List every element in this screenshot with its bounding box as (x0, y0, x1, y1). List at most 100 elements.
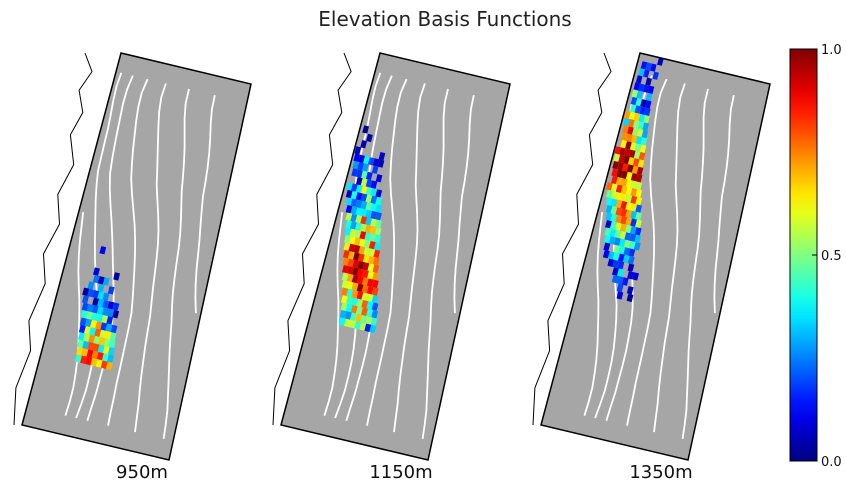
heatmap-cell (362, 269, 369, 279)
heatmap-cell (355, 199, 363, 209)
heatmap-cell (371, 302, 379, 311)
heatmap-cell (635, 174, 643, 183)
heatmap-cell (345, 303, 353, 313)
heatmap-cell (615, 199, 623, 209)
heatmap-cell (375, 219, 382, 228)
heatmap-cell (365, 194, 373, 203)
heatmap-cell (373, 242, 381, 251)
heatmap-cell (360, 140, 367, 149)
heatmap-cell (643, 69, 650, 78)
heatmap-cell (97, 291, 105, 300)
heatmap-cell (344, 227, 352, 236)
heatmap-cell (361, 307, 368, 316)
heatmap-cell (607, 251, 615, 260)
heatmap-cell (80, 355, 88, 364)
heatmap-cell (602, 250, 610, 259)
heatmap-cell (360, 200, 368, 210)
heatmap-cell (360, 208, 368, 217)
heatmap-cell (361, 300, 369, 309)
heatmap-cell (375, 189, 383, 198)
heatmap-cell (647, 85, 655, 94)
heatmap-cell (90, 319, 97, 329)
contour-line (345, 75, 393, 422)
heatmap-cell (353, 237, 361, 246)
heatmap-cell (620, 216, 628, 225)
heatmap-cell (109, 332, 117, 341)
heatmap-cell (614, 146, 622, 155)
heatmap-cell (621, 132, 628, 141)
heatmap-cell (360, 193, 368, 202)
heatmap-cell (604, 235, 611, 244)
heatmap-cell (617, 253, 625, 262)
heatmap-cell (78, 332, 85, 341)
heatmap-cell (79, 317, 87, 326)
heatmap-cell (375, 196, 383, 206)
heatmap-cell (619, 223, 627, 232)
heatmap-cell (357, 261, 365, 270)
heatmap-cell (369, 324, 377, 334)
heatmap-cell (612, 259, 620, 269)
heatmap-cell (610, 183, 618, 192)
heatmap-cell (626, 164, 634, 173)
heatmap-cell (77, 339, 84, 349)
heatmap-cell (91, 305, 99, 314)
heatmap-cell (102, 353, 109, 362)
heatmap-cell (628, 111, 636, 120)
heatmap-cell (628, 241, 636, 250)
heatmap-cell (617, 268, 624, 277)
heatmap-cell (630, 218, 637, 227)
heatmap-cell (357, 253, 365, 262)
heatmap-cell (615, 192, 623, 201)
heatmap-cell (633, 150, 641, 160)
heatmap-cell (605, 212, 613, 221)
glacier-outline (272, 52, 352, 426)
heatmap-cell (107, 308, 114, 318)
heatmap-cell (616, 291, 624, 300)
heatmap-cell (634, 227, 642, 236)
heatmap-cell (91, 312, 98, 321)
heatmap-cell (346, 182, 353, 191)
heatmap-cell (639, 106, 646, 115)
heatmap-cell (605, 205, 613, 214)
panels: 950m 1150m 1350m (13, 52, 771, 483)
heatmap-cell (83, 333, 91, 342)
heatmap-cell (610, 221, 617, 230)
contour-line (134, 83, 167, 433)
heatmap-cell (622, 163, 629, 172)
heatmap-cell (361, 292, 369, 301)
heatmap-cell (351, 297, 359, 306)
panel-label: 1150m (369, 462, 432, 483)
heatmap-cell (625, 179, 633, 188)
heatmap-cell (350, 198, 358, 207)
heatmap-cell (92, 274, 100, 284)
heatmap-cell (636, 166, 644, 176)
heatmap-cell (373, 257, 380, 266)
contour-line (366, 78, 408, 426)
heatmap-cell (82, 295, 89, 304)
heatmap-cell (635, 212, 642, 221)
heatmap-cell (634, 105, 642, 114)
heatmap-cell (82, 340, 90, 350)
heatmap-cell (371, 310, 379, 319)
heatmap-cell (635, 181, 643, 190)
heatmap-cell (97, 298, 105, 308)
heatmap-cell (607, 258, 615, 267)
heatmap-cell (92, 343, 100, 352)
heatmap-cell (631, 165, 639, 174)
contour-line (453, 95, 475, 314)
heatmap-cell (80, 310, 88, 319)
heatmap-cell (88, 334, 96, 344)
panel-1150m: 1150m (272, 52, 511, 483)
heatmap-cell (626, 293, 634, 303)
heatmap-cell (628, 119, 635, 128)
heatmap-cell (107, 301, 115, 310)
heatmap-cell (367, 256, 375, 265)
heatmap-cell (359, 322, 367, 331)
glacier-outline (13, 52, 93, 426)
heatmap-cell (86, 349, 94, 358)
heatmap-cell (627, 263, 635, 272)
heatmap-cell (363, 155, 370, 165)
heatmap-cell (631, 135, 638, 144)
heatmap-cell (612, 267, 619, 276)
heatmap-cell (364, 323, 372, 332)
